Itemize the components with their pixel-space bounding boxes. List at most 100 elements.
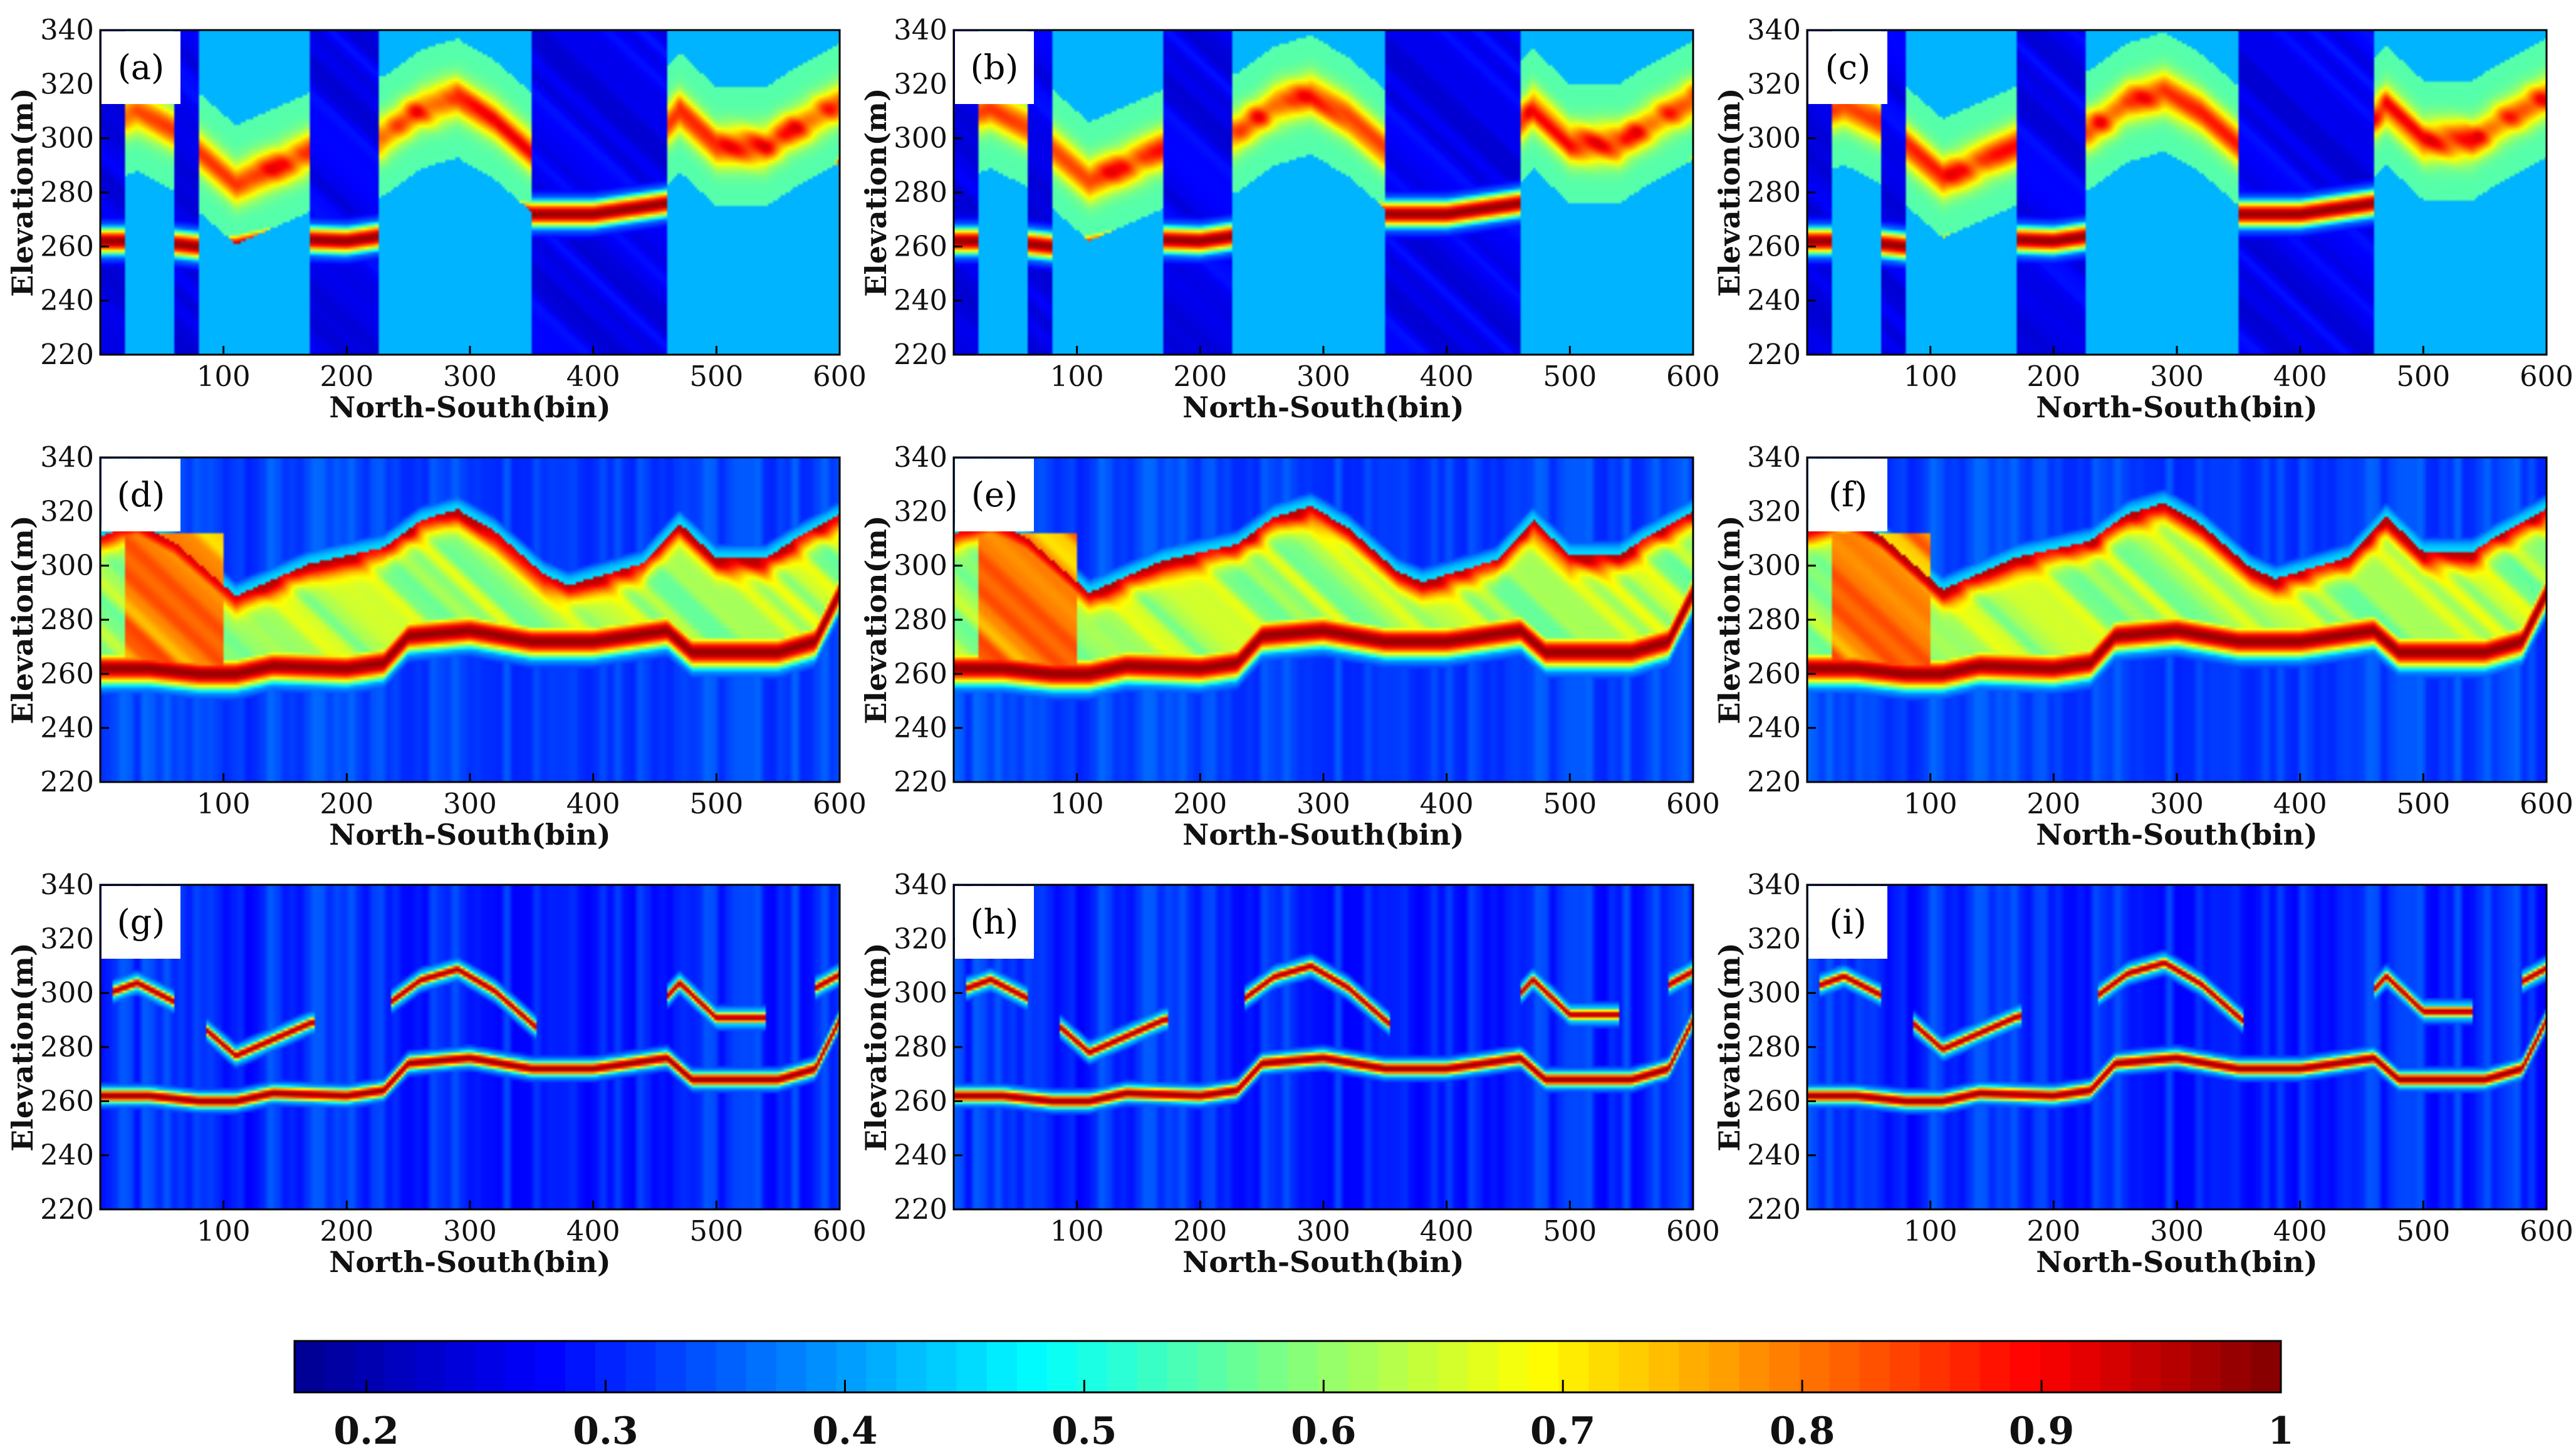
y-tick-label: 320 <box>1747 67 1801 100</box>
x-tick-label: 100 <box>1904 787 1958 820</box>
colorbar-segment <box>2130 1341 2161 1392</box>
x-tick-label: 500 <box>1543 1214 1597 1248</box>
colorbar-segment <box>1046 1341 1078 1392</box>
panel-label-box <box>102 459 180 531</box>
y-tick-label: 240 <box>894 284 947 317</box>
panel-e: 100 200 300 400 500 600 220 240 260 280 300 320 340 N… <box>859 441 1720 852</box>
colorbar-tick-label: 0.6 <box>1291 1409 1356 1450</box>
colorbar-segment <box>325 1341 355 1392</box>
colorbar-segment <box>475 1341 506 1392</box>
y-tick-label: 220 <box>894 338 947 371</box>
x-tick-label: 500 <box>689 360 743 393</box>
y-tick-label: 320 <box>894 67 947 100</box>
colorbar-segment <box>1077 1341 1108 1392</box>
y-tick-label: 220 <box>894 1192 947 1226</box>
y-tick-label: 240 <box>1747 711 1801 744</box>
colorbar-segment <box>415 1341 446 1392</box>
x-tick-label: 300 <box>443 360 497 393</box>
y-tick-label: 300 <box>894 549 947 582</box>
colorbar-segment <box>1438 1341 1469 1392</box>
colorbar-segment <box>926 1341 957 1392</box>
y-tick-label: 220 <box>1747 1192 1801 1226</box>
y-tick-label: 340 <box>1747 441 1801 474</box>
colorbar-segment <box>355 1341 385 1392</box>
y-tick-label: 260 <box>1747 229 1801 263</box>
colorbar-segment <box>1619 1341 1650 1392</box>
colorbar-segment <box>1829 1341 1860 1392</box>
y-axis-label: Elevation(m) <box>6 515 39 724</box>
panel-i: 100 200 300 400 500 600 220 240 260 280 300 320 340 N… <box>1713 868 2573 1279</box>
y-tick-label: 340 <box>40 13 94 46</box>
y-tick-label: 260 <box>1747 657 1801 690</box>
colorbar-tick-label: 0.8 <box>1770 1409 1835 1450</box>
colorbar-tick-label: 0.5 <box>1051 1409 1117 1450</box>
colorbar-segment <box>1167 1341 1198 1392</box>
x-tick-label: 100 <box>197 787 251 820</box>
panel-label-box <box>102 886 180 959</box>
panel-label: (a) <box>118 48 164 87</box>
y-tick-label: 240 <box>894 711 947 744</box>
x-tick-label: 200 <box>2026 360 2080 393</box>
x-axis-label: North-South(bin) <box>1182 1245 1464 1279</box>
colorbar-segment <box>1859 1341 1890 1392</box>
x-tick-label: 100 <box>1904 1214 1958 1248</box>
y-tick-label: 300 <box>40 549 94 582</box>
x-axis-label: North-South(bin) <box>329 818 610 852</box>
y-tick-label: 340 <box>1747 13 1801 46</box>
panel-c: 100 200 300 400 500 600 220 240 260 280 300 320 340 N… <box>1713 13 2573 424</box>
x-tick-label: 500 <box>2396 787 2450 820</box>
colorbar-segment <box>1137 1341 1168 1392</box>
colorbar-tick-label: 0.7 <box>1530 1409 1595 1450</box>
y-tick-label: 340 <box>40 441 94 474</box>
x-axis-label: North-South(bin) <box>2036 818 2317 852</box>
x-tick-label: 300 <box>2150 360 2204 393</box>
heatmap-image <box>100 30 840 355</box>
colorbar-segment <box>776 1341 807 1392</box>
x-tick-label: 200 <box>2026 1214 2080 1248</box>
x-tick-label: 100 <box>1050 787 1104 820</box>
panel-f: 100 200 300 400 500 600 220 240 260 280 300 320 340 N… <box>1713 441 2573 852</box>
panel-label: (h) <box>971 902 1019 942</box>
colorbar-segment <box>866 1341 897 1392</box>
y-tick-label: 240 <box>40 1139 94 1172</box>
x-tick-label: 500 <box>1543 787 1597 820</box>
colorbar-tick-label: 0.3 <box>573 1409 638 1450</box>
colorbar-tick-label: 0.4 <box>812 1409 877 1450</box>
x-tick-label: 500 <box>689 1214 743 1248</box>
heatmap-image <box>1807 457 2547 782</box>
x-tick-label: 500 <box>1543 360 1597 393</box>
panel-label: (b) <box>971 48 1019 87</box>
panel-label-box <box>955 459 1034 531</box>
heatmap-image <box>100 457 840 782</box>
y-tick-label: 320 <box>894 922 947 955</box>
panel-d: 100 200 300 400 500 600 220 240 260 280 300 320 340 N… <box>6 441 867 852</box>
x-axis-label: North-South(bin) <box>329 1245 610 1279</box>
y-tick-label: 300 <box>1747 549 1801 582</box>
y-tick-label: 300 <box>1747 976 1801 1009</box>
x-tick-label: 600 <box>813 1214 867 1248</box>
colorbar-segment <box>2250 1341 2281 1392</box>
x-tick-label: 500 <box>689 787 743 820</box>
y-tick-label: 320 <box>894 494 947 528</box>
x-tick-label: 500 <box>2396 1214 2450 1248</box>
y-tick-label: 340 <box>894 441 947 474</box>
panel-label: (d) <box>117 475 165 514</box>
colorbar-tick-label: 0.2 <box>333 1409 399 1450</box>
x-axis-label: North-South(bin) <box>329 390 610 424</box>
colorbar-segment <box>1889 1341 1921 1392</box>
y-tick-label: 240 <box>40 711 94 744</box>
y-tick-label: 320 <box>40 494 94 528</box>
colorbar-segment <box>746 1341 777 1392</box>
x-tick-label: 100 <box>1904 360 1958 393</box>
panel-label: (c) <box>1825 48 1870 87</box>
y-tick-label: 320 <box>40 67 94 100</box>
x-tick-label: 400 <box>566 360 620 393</box>
colorbar-tick-label: 1 <box>2268 1409 2294 1450</box>
x-tick-label: 400 <box>2273 1214 2327 1248</box>
colorbar-segment <box>1739 1341 1770 1392</box>
heatmap-image <box>100 885 840 1209</box>
y-tick-label: 240 <box>1747 284 1801 317</box>
colorbar-segment <box>1227 1341 1258 1392</box>
colorbar-segment <box>1468 1341 1499 1392</box>
